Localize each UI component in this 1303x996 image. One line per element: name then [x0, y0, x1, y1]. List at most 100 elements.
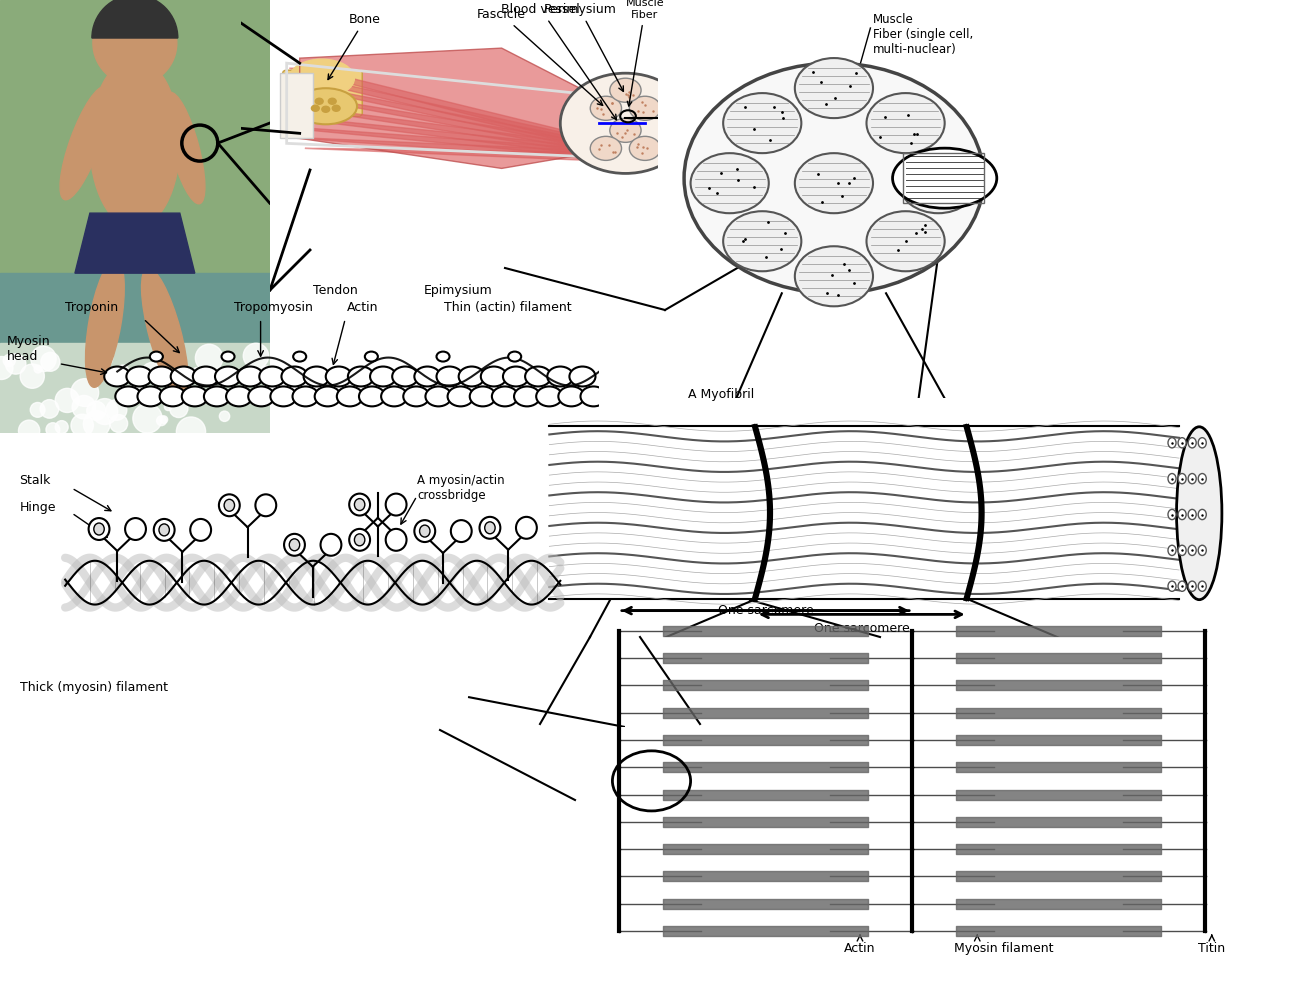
Ellipse shape [451, 520, 472, 542]
Text: Myosin
head: Myosin head [7, 335, 50, 363]
Circle shape [138, 386, 164, 406]
Circle shape [629, 97, 661, 121]
Polygon shape [280, 73, 313, 138]
Circle shape [1167, 581, 1177, 592]
Circle shape [795, 246, 873, 307]
Circle shape [569, 367, 595, 386]
Circle shape [261, 367, 271, 376]
Ellipse shape [354, 534, 365, 546]
Circle shape [328, 99, 336, 105]
Ellipse shape [349, 529, 370, 551]
Circle shape [40, 353, 60, 372]
Circle shape [136, 382, 142, 389]
Circle shape [1188, 581, 1196, 592]
Circle shape [158, 351, 184, 376]
Circle shape [414, 367, 440, 386]
Polygon shape [298, 109, 658, 163]
Circle shape [1199, 473, 1207, 484]
Text: A myosin/actin
crossbridge: A myosin/actin crossbridge [417, 474, 504, 502]
Circle shape [508, 352, 521, 362]
Circle shape [150, 352, 163, 362]
Circle shape [1188, 509, 1196, 520]
Circle shape [304, 367, 330, 386]
Polygon shape [305, 89, 658, 163]
Polygon shape [305, 148, 658, 163]
Circle shape [326, 367, 352, 386]
Circle shape [311, 106, 319, 112]
Circle shape [1167, 437, 1177, 448]
Ellipse shape [219, 494, 240, 516]
Circle shape [215, 367, 241, 386]
Polygon shape [300, 48, 619, 168]
Circle shape [156, 416, 167, 425]
Text: Myosin filament: Myosin filament [954, 942, 1053, 955]
Ellipse shape [60, 87, 109, 200]
Circle shape [866, 93, 945, 153]
Text: Muscle
Fiber: Muscle Fiber [625, 0, 665, 106]
Ellipse shape [86, 259, 124, 387]
Text: One sarcomere: One sarcomere [718, 604, 814, 617]
Ellipse shape [164, 93, 205, 204]
Circle shape [336, 386, 362, 406]
Circle shape [899, 153, 977, 213]
Circle shape [610, 119, 641, 142]
Circle shape [160, 415, 168, 423]
Circle shape [193, 367, 219, 386]
Circle shape [1178, 581, 1186, 592]
Circle shape [448, 386, 474, 406]
Circle shape [404, 386, 430, 406]
Circle shape [20, 364, 44, 388]
Circle shape [244, 344, 268, 369]
Circle shape [1178, 473, 1186, 484]
Circle shape [547, 367, 573, 386]
Circle shape [222, 352, 235, 362]
Ellipse shape [159, 524, 169, 536]
Circle shape [558, 386, 585, 406]
Ellipse shape [414, 520, 435, 542]
Circle shape [227, 386, 253, 406]
Circle shape [332, 106, 340, 112]
Circle shape [392, 367, 418, 386]
Circle shape [459, 367, 485, 386]
Circle shape [360, 386, 386, 406]
Circle shape [171, 367, 197, 386]
Ellipse shape [89, 518, 109, 540]
Circle shape [158, 356, 165, 364]
Circle shape [89, 346, 113, 369]
Circle shape [116, 386, 142, 406]
Circle shape [117, 365, 129, 375]
Circle shape [1178, 509, 1186, 520]
Circle shape [691, 153, 769, 213]
Ellipse shape [125, 518, 146, 540]
Circle shape [560, 73, 691, 173]
Circle shape [723, 93, 801, 153]
Ellipse shape [349, 494, 370, 516]
Circle shape [70, 378, 99, 406]
Text: Epimysium: Epimysium [423, 284, 493, 297]
Circle shape [182, 386, 208, 406]
Ellipse shape [294, 89, 357, 124]
Polygon shape [291, 119, 658, 163]
Circle shape [315, 386, 341, 406]
Ellipse shape [94, 523, 104, 535]
Circle shape [1199, 437, 1207, 448]
Bar [903, 153, 984, 203]
Ellipse shape [90, 58, 180, 228]
Circle shape [365, 352, 378, 362]
Circle shape [581, 386, 607, 406]
Circle shape [437, 367, 463, 386]
Ellipse shape [321, 534, 341, 556]
Circle shape [248, 386, 275, 406]
Circle shape [46, 422, 60, 436]
Circle shape [55, 388, 79, 412]
Circle shape [83, 410, 109, 437]
Circle shape [1178, 437, 1186, 448]
Circle shape [93, 398, 117, 424]
Circle shape [1199, 509, 1207, 520]
Circle shape [176, 417, 206, 446]
Text: One sarcomere: One sarcomere [814, 622, 909, 635]
Circle shape [259, 367, 285, 386]
Ellipse shape [480, 517, 500, 539]
Circle shape [1178, 545, 1186, 556]
Circle shape [515, 386, 541, 406]
